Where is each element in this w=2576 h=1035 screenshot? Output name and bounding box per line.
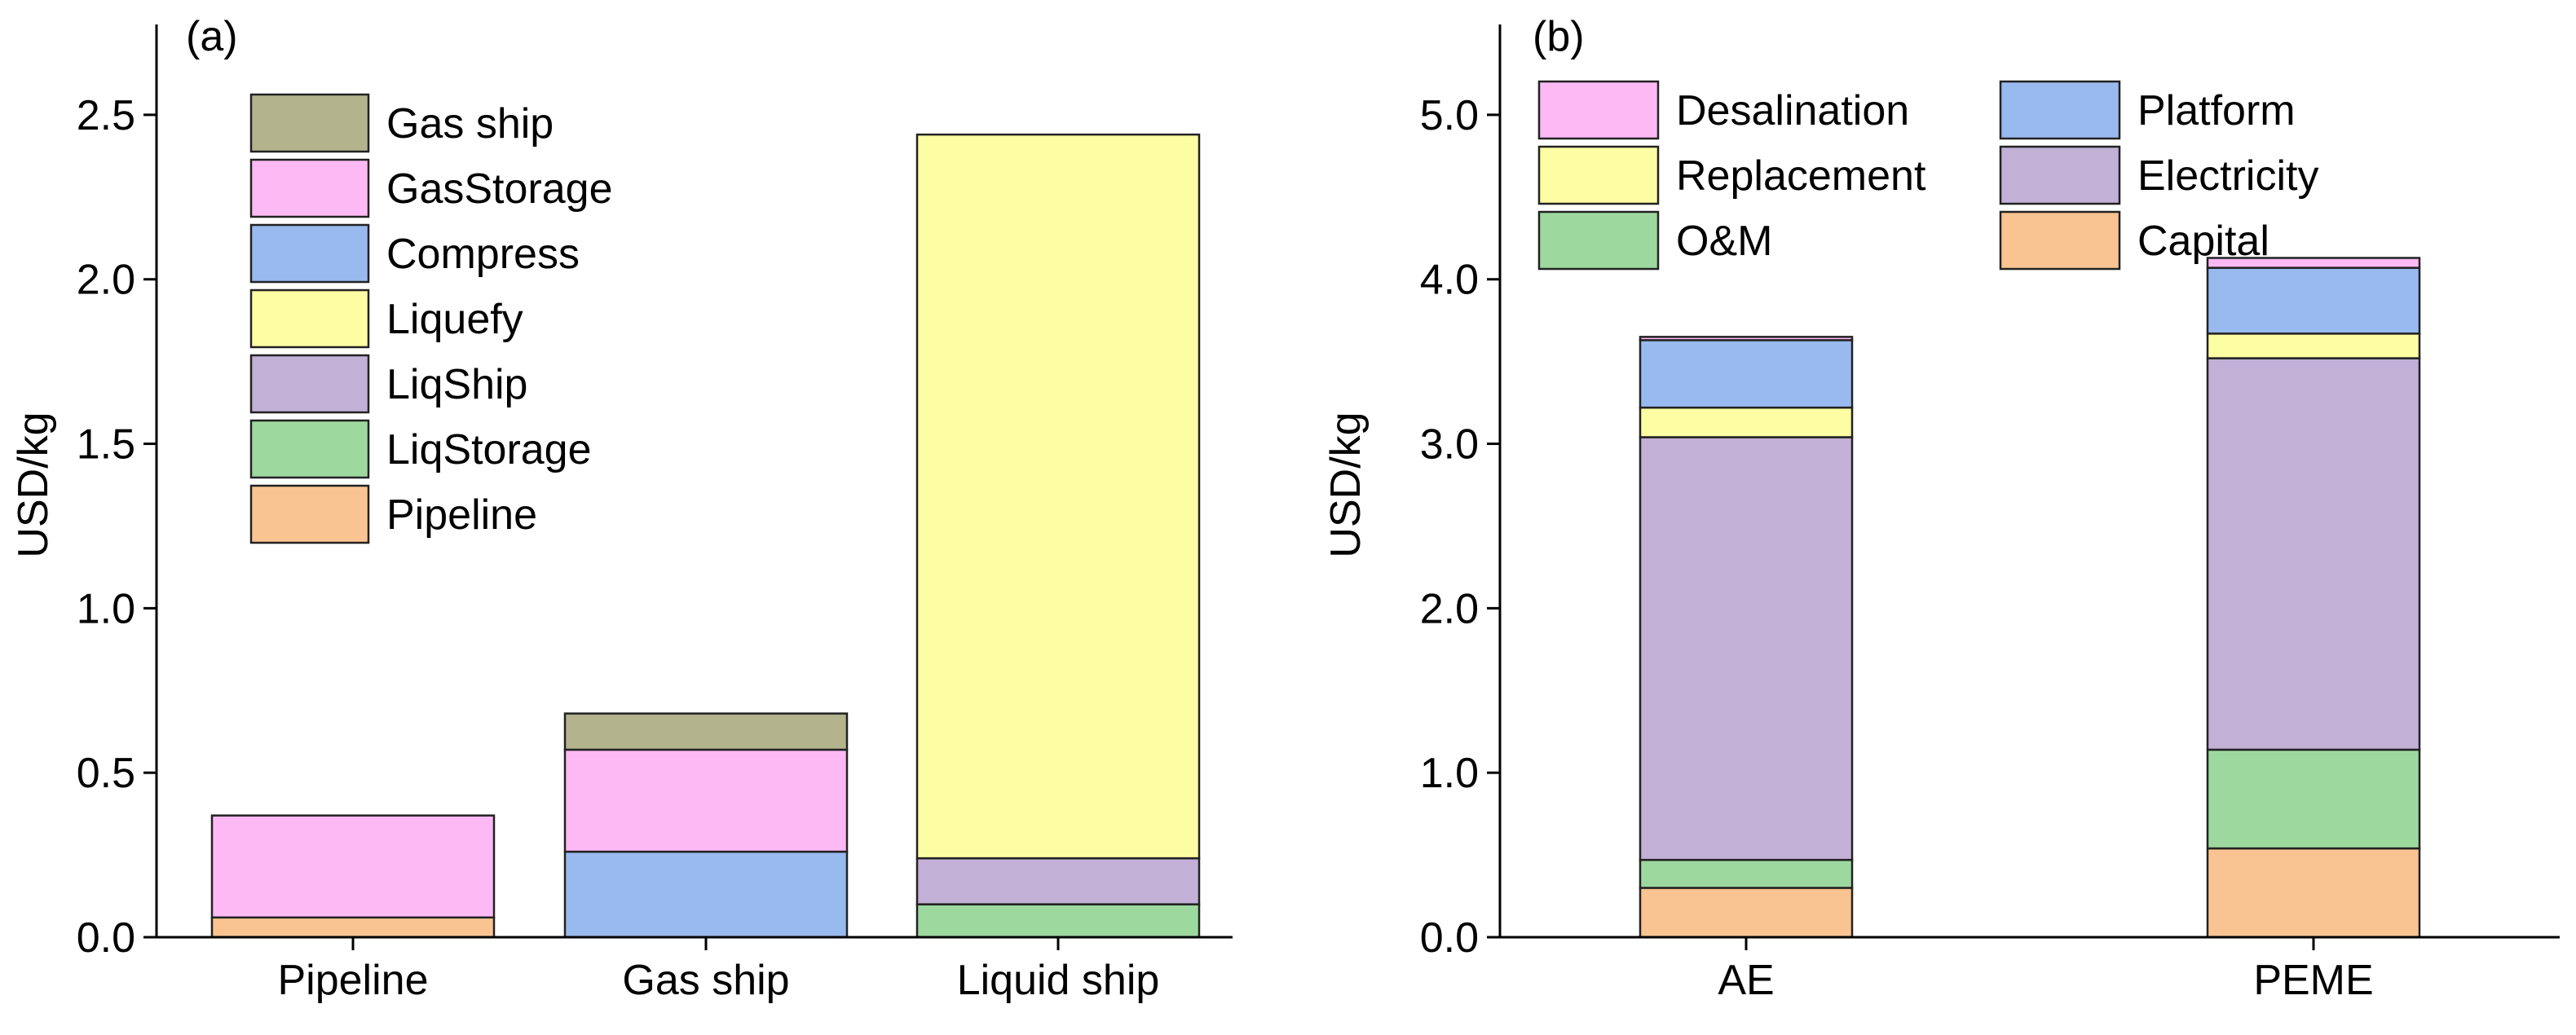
- legend-label-compress: Compress: [386, 231, 580, 278]
- legend-label-gasstorage: GasStorage: [386, 165, 613, 213]
- legend-swatch-gas-ship: [249, 93, 370, 153]
- bars-a: [210, 133, 1201, 939]
- y-tick-label-a: 1.5: [77, 421, 135, 469]
- legend-label-replacement: Replacement: [1676, 152, 1926, 200]
- legend-label-desalination: Desalination: [1676, 87, 1909, 134]
- y-tick-label-a: 2.5: [77, 92, 135, 139]
- bar-peme-platform: [2206, 266, 2421, 335]
- bar-peme-replacement: [2206, 333, 2421, 359]
- bar-ae-desalination: [1639, 336, 1854, 341]
- legend-label-oandm: O&M: [1676, 218, 1772, 265]
- legend-swatch-desalination: [1537, 80, 1660, 140]
- bar-liquid-ship-liqship: [915, 857, 1201, 905]
- legend-swatch-gasstorage: [249, 158, 370, 218]
- panel-label-a: (a): [186, 13, 238, 60]
- y-axis-label-b: USD/kg: [1322, 412, 1370, 557]
- y-tick-label-a: 1.0: [77, 585, 135, 632]
- y-tick-label-b: 1.0: [1420, 750, 1479, 797]
- legend-label-electricity: Electricity: [2137, 152, 2318, 200]
- legend-label-liqship: LiqShip: [386, 361, 527, 408]
- y-tick-label-b: 4.0: [1420, 257, 1479, 304]
- bar-liquid-ship-liqstorage: [915, 903, 1201, 939]
- bar-peme-capital: [2206, 847, 2421, 939]
- x-tick-label-ae: AE: [1718, 957, 1774, 1004]
- bar-ae-replacement: [1639, 406, 1854, 438]
- legend-swatch-liquefy: [249, 288, 370, 349]
- x-tick-label-peme: PEME: [2253, 957, 2373, 1004]
- panel-label-b: (b): [1533, 13, 1585, 60]
- bar-peme-oandm: [2206, 748, 2421, 850]
- bar-pipeline-pipeline: [210, 916, 496, 939]
- legend-swatch-pipeline: [249, 484, 370, 544]
- bar-liquid-ship-liquefy: [915, 133, 1201, 860]
- bar-ae-electricity: [1639, 436, 1854, 861]
- y-tick-label-a: 0.0: [77, 914, 135, 962]
- legend-swatch-liqstorage: [249, 419, 370, 479]
- legend-swatch-replacement: [1537, 145, 1660, 205]
- legend-a: Gas ship GasStorage Compress Liquefy LiqShip…: [249, 93, 613, 544]
- x-tick-label-liquid-ship: Liquid ship: [957, 957, 1160, 1004]
- y-tick-label-b: 0.0: [1420, 914, 1479, 962]
- y-tick-label-a: 2.0: [77, 257, 135, 304]
- legend-label-liqstorage: LiqStorage: [386, 426, 592, 473]
- legend-label-capital: Capital: [2137, 218, 2269, 265]
- legend-label-liquefy: Liquefy: [386, 296, 523, 343]
- bar-gas-ship-compress: [563, 850, 849, 939]
- bar-peme-desalination: [2206, 257, 2421, 269]
- legend-swatch-platform: [1999, 80, 2121, 140]
- bars-b: [1639, 257, 2421, 939]
- legend-swatch-electricity: [1999, 145, 2121, 205]
- bar-gas-ship-gasstorage: [563, 748, 849, 853]
- legend-label-pipeline: Pipeline: [386, 491, 537, 539]
- bar-pipeline-gasstorage: [210, 814, 496, 919]
- panel-b: 0.0 1.0 2.0 3.0 4.0 5.0 AE PEME USD/kg (b) Desalin…: [1322, 13, 2560, 1004]
- legend-swatch-oandm: [1537, 210, 1660, 271]
- panel-a: 0.0 0.5 1.0 1.5 2.0 2.5 Pipeline Gas ship Liquid…: [10, 13, 1233, 1004]
- bar-ae-oandm: [1639, 858, 1854, 889]
- legend-swatch-liqship: [249, 354, 370, 414]
- legend-swatch-capital: [1999, 210, 2121, 271]
- y-tick-label-b: 5.0: [1420, 92, 1479, 139]
- legend-b: Desalination Platform Replacement Electrici…: [1537, 80, 2318, 271]
- bar-gas-ship-gas-ship: [563, 712, 849, 751]
- legend-swatch-compress: [249, 223, 370, 284]
- y-axis-label-a: USD/kg: [10, 412, 57, 557]
- y-tick-label-a: 0.5: [77, 750, 135, 797]
- bar-peme-electricity: [2206, 357, 2421, 751]
- x-tick-label-pipeline: Pipeline: [277, 957, 428, 1004]
- bar-ae-platform: [1639, 339, 1854, 409]
- legend-label-gas-ship: Gas ship: [386, 100, 554, 148]
- x-tick-label-gas-ship: Gas ship: [622, 957, 789, 1004]
- bar-ae-capital: [1639, 887, 1854, 939]
- y-tick-label-b: 2.0: [1420, 585, 1479, 632]
- y-tick-label-b: 3.0: [1420, 421, 1479, 469]
- legend-label-platform: Platform: [2137, 87, 2296, 134]
